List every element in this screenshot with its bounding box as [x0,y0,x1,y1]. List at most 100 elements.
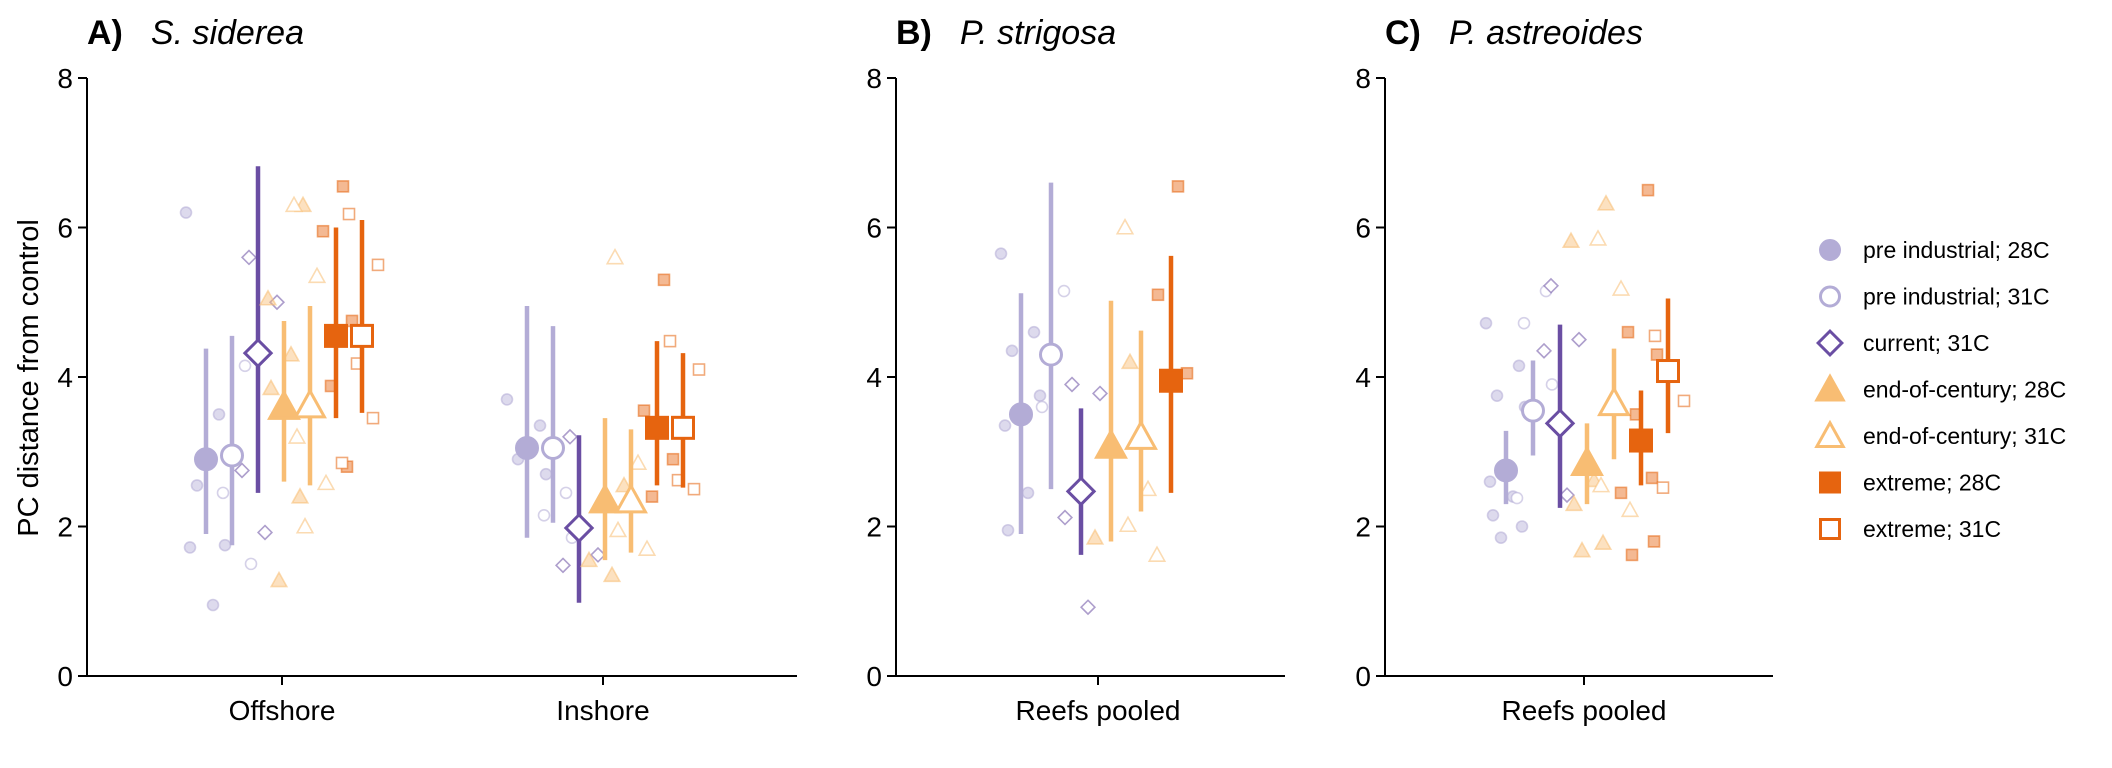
legend-item-current-31c: current; 31C [1816,329,1990,357]
mean-marker [1065,476,1097,507]
data-point [628,453,648,471]
series-pre-industrial-31c [537,326,579,545]
data-point [533,419,547,432]
data-point [1027,325,1041,339]
data-point [605,247,625,265]
data-point [335,456,349,470]
mean-marker [671,415,695,440]
data-point [666,452,680,466]
y-tick-label: 6 [866,213,882,244]
data-point [261,378,281,396]
y-axis-label: PC distance from control [13,219,45,537]
data-point [244,557,258,571]
data-point [1120,352,1140,370]
y-tick-label: 2 [57,512,73,543]
y-tick-label: 8 [1355,63,1371,94]
panel-label: C) [1385,14,1421,52]
mean-marker [515,436,539,461]
data-point [1621,325,1635,339]
data-point [1115,218,1135,235]
panel-label: B) [896,14,932,52]
data-point [1515,520,1529,533]
data-point [366,411,380,425]
series-current-31c [554,428,607,603]
series-current-31c [1056,376,1109,616]
data-point [637,539,657,556]
series-extreme-28c [1151,180,1194,493]
legend-label: pre industrial; 31C [1863,284,2050,310]
data-point [1542,277,1560,294]
series-pre-industrial-28c [994,247,1047,537]
mean-marker [541,436,565,461]
data-point [240,249,258,266]
series-current-31c [1535,277,1588,508]
series-current-31c [233,166,286,541]
legend-label: end-of-century; 28C [1863,377,2066,403]
legend-label: current; 31C [1863,330,1990,356]
data-point [589,546,607,563]
data-point [1558,487,1576,504]
mean-marker [1570,445,1604,476]
legend-item-end-of-century-28c: end-of-century; 28C [1814,373,2066,403]
data-point [559,486,573,500]
series-end-of-century-31c [1115,218,1167,562]
data-point [1171,180,1185,193]
data-point [1645,471,1659,485]
data-point [1647,535,1661,548]
mean-marker [1159,368,1183,393]
data-point [295,517,315,534]
data-point [1063,376,1081,393]
data-point [994,247,1008,260]
y-tick-label: 0 [1355,661,1371,692]
data-point [258,289,278,306]
data-point [614,475,634,493]
data-point [561,428,579,445]
series-pre-industrial-31c [1510,284,1559,505]
data-point [1614,486,1628,500]
series-extreme-28c [1614,183,1664,562]
x-tick-label: Offshore [229,695,336,726]
data-point [1570,331,1588,348]
panel-a: A) S. siderea 0 2 4 6 8 Offshore Inshore [57,14,797,726]
x-tick-label: Reefs pooled [1501,695,1666,726]
series-pre-industrial-28c [500,305,553,538]
series-end-of-century-28c [258,195,313,588]
legend-item-pre-industrial-28c: pre industrial; 28C [1819,237,2050,263]
legend-label: extreme; 31C [1863,516,2001,542]
series-end-of-century-28c [1085,300,1140,545]
data-point [216,486,230,500]
data-point [1611,279,1631,296]
panel-title: A) S. siderea [87,14,304,52]
series-extreme-28c [637,273,680,503]
data-point [1545,378,1559,391]
data-point [206,598,220,612]
data-point [233,462,251,479]
data-point [539,467,553,481]
legend-item-end-of-century-31c: end-of-century; 31C [1814,419,2066,449]
mean-marker [588,482,622,514]
legend-marker [1819,239,1841,261]
mean-marker [1039,342,1063,367]
legend: pre industrial; 28C pre industrial; 31C cu… [1814,237,2066,542]
y-tick-label: 4 [57,362,73,393]
data-point [1490,389,1504,402]
data-point [1510,491,1524,505]
series-pre-industrial-28c [179,206,232,612]
legend-label: end-of-century; 31C [1863,423,2066,449]
data-point [256,524,274,541]
data-point [1641,183,1655,197]
mean-marker [1656,359,1680,384]
data-point [179,206,193,219]
y-tick-label: 4 [1355,362,1371,393]
data-point [1056,509,1074,526]
data-point [1085,528,1105,545]
data-point [1648,329,1662,343]
series-end-of-century-31c [605,247,657,556]
data-point [998,419,1012,432]
data-point [1588,229,1608,246]
series-end-of-century-31c [1588,229,1640,518]
panel-label: A) [87,14,123,52]
data-point [284,195,304,213]
data-point [637,404,651,417]
